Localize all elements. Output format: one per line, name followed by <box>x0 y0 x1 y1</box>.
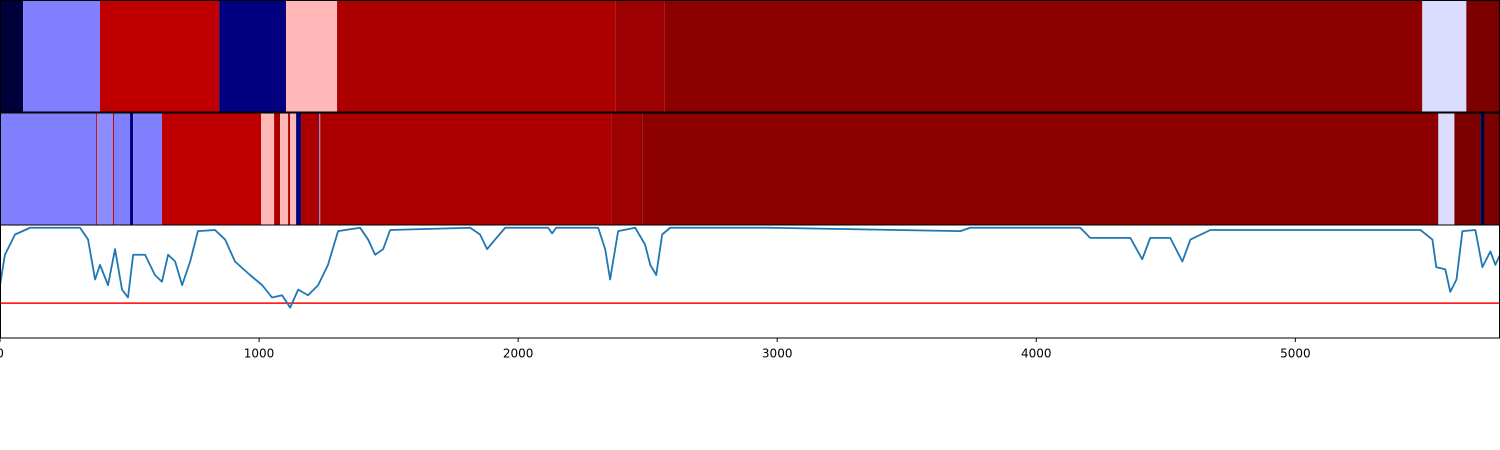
segment <box>112 112 114 226</box>
x-tick-label: 4000 <box>1021 347 1052 361</box>
segment <box>23 0 101 113</box>
segment <box>130 112 134 226</box>
segment <box>611 112 643 226</box>
segment <box>319 112 321 226</box>
segment <box>642 112 1439 226</box>
segment <box>274 112 281 226</box>
segment <box>100 0 220 113</box>
segment <box>96 112 98 226</box>
x-tick-label: 2000 <box>503 347 534 361</box>
segment <box>261 112 275 226</box>
segment <box>133 112 162 226</box>
segment <box>290 112 297 226</box>
x-tick-label: 0 <box>0 347 4 361</box>
segment <box>337 0 616 113</box>
x-tick-label: 1000 <box>244 347 275 361</box>
segment <box>301 112 320 226</box>
segment <box>1480 112 1485 226</box>
segment <box>1438 112 1455 226</box>
segment <box>664 0 1423 113</box>
segment <box>280 112 289 226</box>
segment <box>1484 112 1500 226</box>
segment <box>286 0 338 113</box>
segment <box>1422 0 1467 113</box>
line <box>0 226 1500 309</box>
segment <box>97 112 113 226</box>
segment <box>0 112 97 226</box>
x-tick-label: 5000 <box>1280 347 1311 361</box>
segment <box>1466 0 1500 113</box>
segment <box>288 112 291 226</box>
segment <box>320 112 612 226</box>
segment <box>1454 112 1481 226</box>
segment <box>219 0 287 113</box>
x-tick-label: 3000 <box>762 347 793 361</box>
segment <box>296 112 302 226</box>
segment <box>161 112 262 226</box>
segment <box>615 0 665 113</box>
segment <box>113 112 131 226</box>
segment <box>0 0 24 113</box>
